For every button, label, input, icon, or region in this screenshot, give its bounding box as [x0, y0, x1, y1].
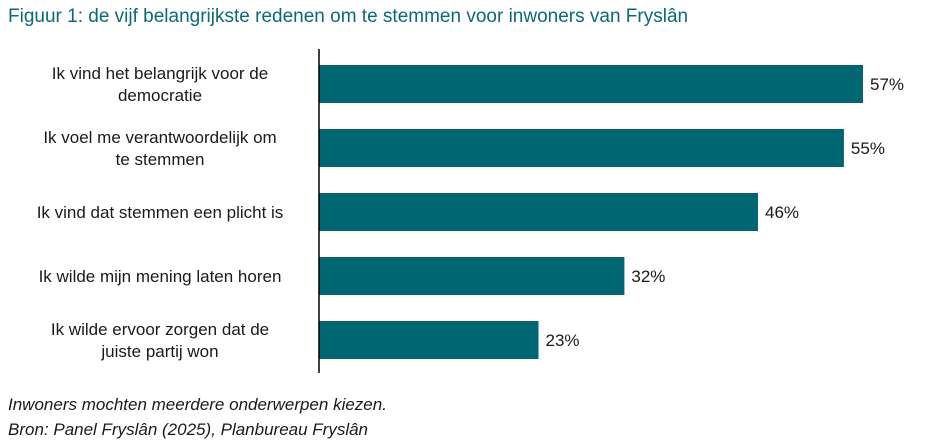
data-label-5: 23% [546, 331, 580, 350]
bar-2 [319, 129, 844, 167]
data-label-1: 57% [870, 75, 904, 94]
bar-5 [319, 321, 539, 359]
category-label-1: Ik vind het belangrijk voor de democratie [52, 64, 268, 105]
chart-title: Figuur 1: de vijf belangrijkste redenen … [8, 6, 689, 27]
data-label-4: 32% [631, 267, 665, 286]
chart-footnote: Inwoners mochten meerdere onderwerpen ki… [8, 395, 387, 414]
category-label-3: Ik vind dat stemmen een plicht is [37, 203, 284, 222]
bar-chart: 57% Ik vind het belangrijk voor de democra… [37, 49, 904, 373]
bar-3 [319, 193, 759, 231]
data-label-3: 46% [765, 203, 799, 222]
bar-4 [319, 257, 625, 295]
category-label-4: Ik wilde mijn mening laten horen [39, 267, 282, 286]
category-label-5: Ik wilde ervoor zorgen dat de juiste part… [51, 320, 269, 361]
data-label-2: 55% [851, 139, 885, 158]
chart-source: Bron: Panel Fryslân (2025), Planbureau F… [8, 420, 369, 439]
category-label-2: Ik voel me verantwoordelijk om te stemmen [43, 128, 276, 169]
bar-1 [319, 65, 863, 103]
